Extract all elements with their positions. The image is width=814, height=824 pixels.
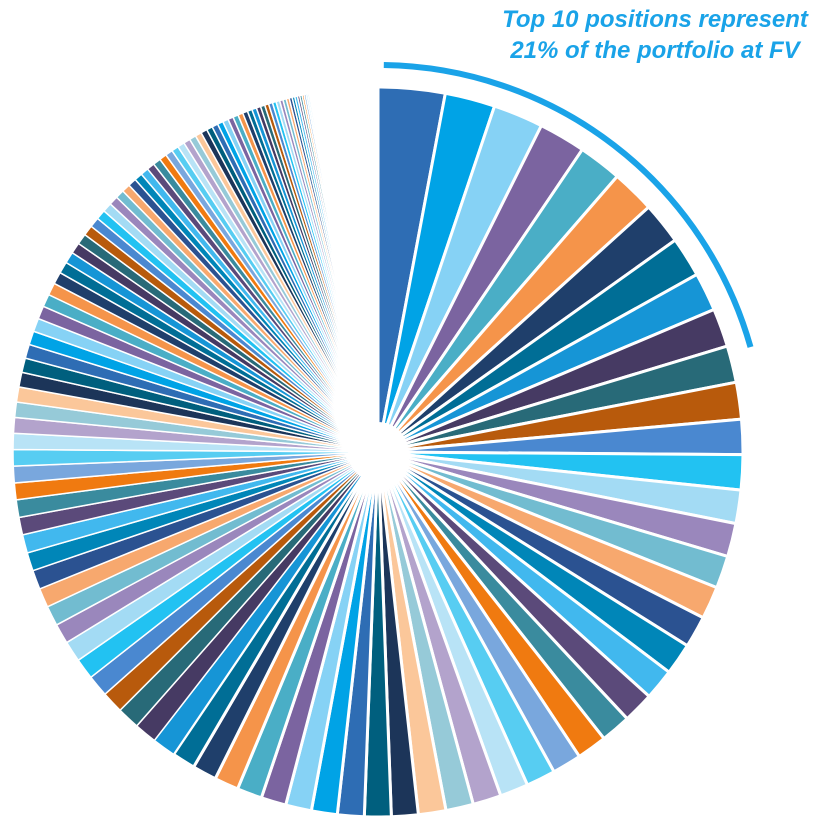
top-positions-annotation: Top 10 positions represent 21% of the po… [502,6,808,64]
pie-center-hub [348,422,408,482]
pie-slice-128 [313,91,379,453]
top-10-highlight-arc [383,62,754,348]
pie-slices [12,85,745,819]
